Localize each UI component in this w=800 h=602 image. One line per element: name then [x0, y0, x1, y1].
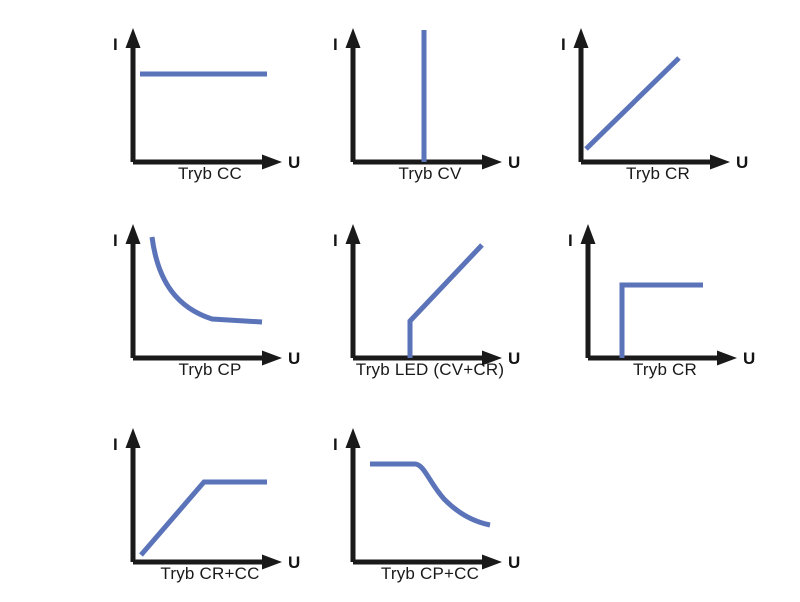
panel-cp-plot: I U — [113, 224, 300, 368]
panel-cr-cc-plot: I U — [113, 428, 300, 572]
panel-caption-cr-step: Tryb CR — [632, 360, 698, 379]
axes — [125, 28, 282, 170]
axes — [345, 428, 502, 570]
curve-cr — [584, 56, 681, 151]
panel-cp-cc-plot: I U — [333, 428, 520, 572]
panel-caption-cp-cc: Tryb CP+CC — [380, 564, 480, 583]
panel-caption-cv: Tryb CV — [398, 164, 462, 183]
axis-label-i: I — [333, 231, 338, 250]
curve-cr-cc — [139, 479, 267, 557]
axes — [345, 224, 502, 366]
axes — [125, 224, 282, 366]
panel-caption-cc: Tryb CC — [177, 164, 243, 183]
axis-label-i: I — [333, 35, 338, 54]
panel-led-plot: I U — [333, 224, 520, 368]
axis-label-i: I — [113, 231, 118, 250]
curve-cp — [149, 236, 263, 325]
axes — [580, 224, 737, 366]
axis-label-u: U — [736, 153, 748, 172]
panel-cp-cc: I U Tryb CP+CC — [320, 412, 540, 602]
panel-cr: I U Tryb CR — [548, 12, 768, 202]
axis-label-u: U — [288, 349, 300, 368]
axis-label-u: U — [508, 153, 520, 172]
axis-label-i: I — [113, 35, 118, 54]
axis-label-i: I — [561, 35, 566, 54]
axis-label-i: I — [113, 435, 118, 454]
curve-cr-step — [619, 282, 703, 358]
curve-cp-cc — [370, 461, 491, 528]
panel-cc-plot: I U — [113, 28, 300, 172]
panel-cr-step: I U Tryb CR — [555, 208, 775, 398]
panel-caption-cr-cc: Tryb CR+CC — [160, 564, 260, 583]
panel-caption-cr: Tryb CR — [625, 164, 691, 183]
axis-label-u: U — [288, 153, 300, 172]
panel-cr-plot: I U — [561, 28, 748, 172]
panel-led: I U Tryb LED (CV+CR) — [320, 208, 540, 398]
panel-cr-step-plot: I U — [568, 224, 755, 368]
axes — [125, 428, 282, 570]
panel-caption-led: Tryb LED (CV+CR) — [355, 360, 505, 379]
panel-caption-cp: Tryb CP — [178, 360, 242, 379]
panel-cv: I U Tryb CV — [320, 12, 540, 202]
axes — [573, 28, 730, 170]
panel-cp: I U Tryb CP — [100, 208, 320, 398]
axis-label-i: I — [568, 231, 573, 250]
axes — [345, 28, 502, 170]
axis-label-u: U — [508, 553, 520, 572]
panel-cc: I U Tryb CC — [100, 12, 320, 202]
curve-led — [407, 243, 484, 358]
axis-label-u: U — [288, 553, 300, 572]
panel-cv-plot: I U — [333, 28, 520, 172]
axis-label-u: U — [743, 349, 755, 368]
axis-label-i: I — [333, 435, 338, 454]
axis-label-u: U — [508, 349, 520, 368]
panel-cr-cc: I U Tryb CR+CC — [100, 412, 320, 602]
